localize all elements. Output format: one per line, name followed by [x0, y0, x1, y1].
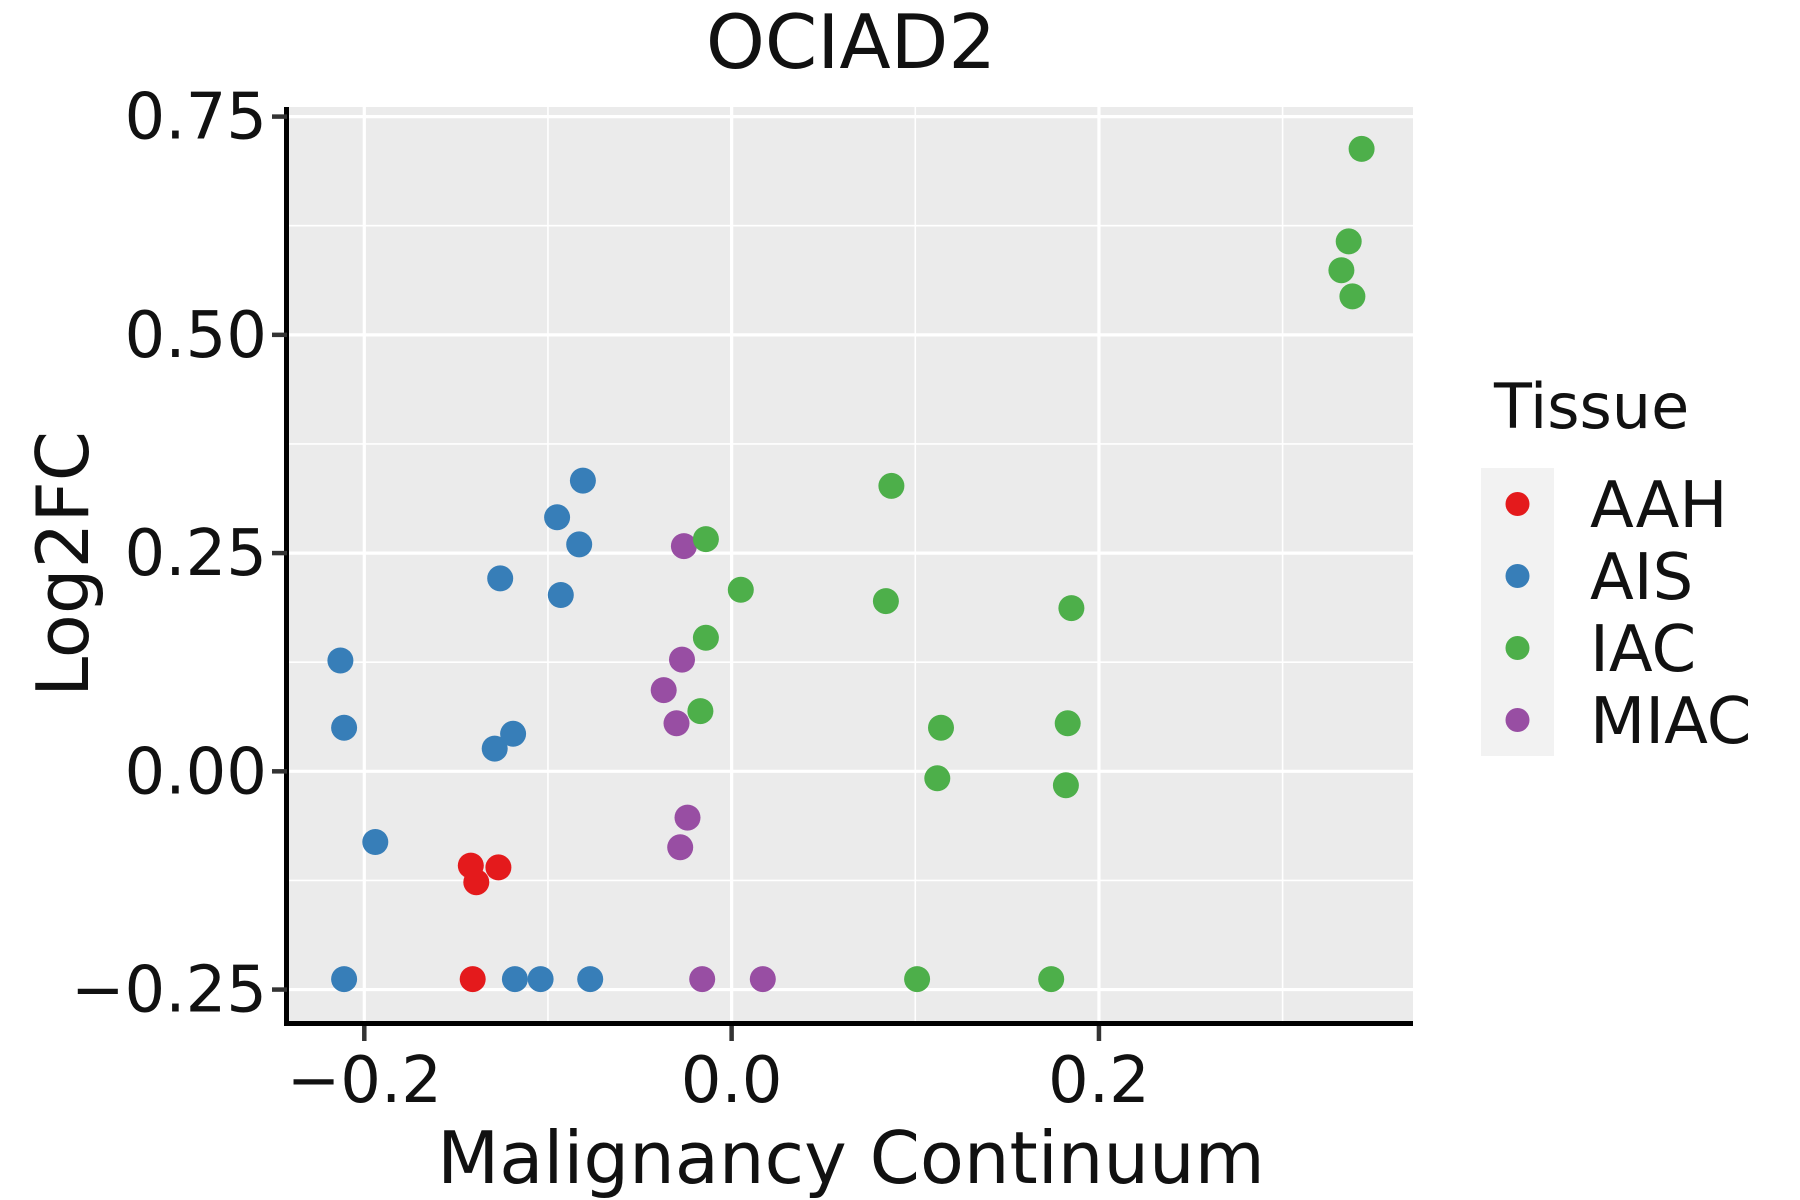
legend-dot-miac: [1505, 708, 1530, 732]
data-point-ais: [544, 504, 571, 531]
legend-dot-ais: [1505, 564, 1530, 588]
data-point-iac: [904, 966, 931, 993]
data-point-ais: [547, 582, 574, 608]
data-point-iac: [928, 714, 954, 741]
data-point-miac: [650, 677, 677, 704]
data-point-iac: [1348, 135, 1375, 162]
data-point-iac: [878, 472, 905, 499]
data-point-iac: [1335, 228, 1362, 255]
data-point-ais: [527, 966, 554, 993]
legend-label-aah: AAH: [1590, 469, 1727, 543]
data-point-iac: [924, 765, 951, 792]
legend-label-ais: AIS: [1590, 541, 1693, 615]
data-point-aah: [463, 869, 490, 896]
data-point-miac: [674, 804, 701, 831]
legend-label-iac: IAC: [1590, 613, 1696, 687]
data-point-ais: [487, 565, 514, 592]
data-point-ais: [327, 647, 354, 674]
legend-label-miac: MIAC: [1590, 685, 1751, 759]
data-point-ais: [566, 531, 593, 558]
y-tick-label: 0.25: [125, 517, 268, 591]
axis-spines: [284, 107, 1413, 1026]
y-tick-label: −0.25: [71, 954, 267, 1028]
data-point-aah: [459, 966, 486, 993]
x-tick-label: 0.2: [1048, 1044, 1150, 1118]
data-point-iac: [687, 698, 714, 725]
data-point-ais: [501, 966, 528, 993]
y-axis-title: Log2FC: [21, 431, 105, 697]
data-point-miac: [663, 710, 690, 737]
data-points: [327, 135, 1375, 993]
data-point-ais: [500, 720, 527, 747]
data-point-iac: [1339, 283, 1366, 310]
x-tick-label: −0.2: [287, 1044, 442, 1118]
data-point-iac: [1054, 710, 1081, 737]
data-point-aah: [485, 854, 512, 881]
data-point-iac: [692, 624, 719, 651]
data-point-miac: [689, 966, 716, 993]
legend-dot-iac: [1505, 636, 1530, 660]
data-point-iac: [727, 576, 754, 603]
y-tick-label: 0.00: [125, 735, 268, 809]
data-point-ais: [481, 735, 508, 762]
data-point-miac: [667, 834, 694, 861]
data-point-iac: [1038, 966, 1065, 993]
data-point-ais: [362, 829, 389, 855]
data-point-ais: [569, 467, 596, 494]
data-point-miac: [669, 646, 695, 673]
data-point-iac: [1058, 595, 1085, 622]
legend-dot-aah: [1505, 492, 1530, 516]
axis-tick-labels: −0.2 0.0 0.2 −0.25 0.00 0.25 0.50 0.75: [71, 81, 1150, 1118]
data-point-iac: [1328, 257, 1355, 284]
plot-title: OCIAD2: [706, 0, 996, 86]
y-tick-label: 0.50: [125, 299, 268, 373]
plot-panel: [289, 107, 1413, 1021]
data-point-ais: [331, 966, 358, 993]
data-point-iac: [872, 588, 899, 615]
data-point-ais: [331, 714, 358, 741]
axis-ticks: [272, 114, 1102, 1041]
data-point-miac: [670, 533, 697, 560]
x-axis-title: Malignancy Continuum: [437, 1116, 1265, 1200]
x-tick-label: 0.0: [681, 1044, 783, 1118]
legend-title: Tissue: [1493, 370, 1689, 443]
data-point-iac: [692, 526, 719, 553]
y-tick-label: 0.75: [125, 81, 268, 155]
data-point-miac: [749, 966, 776, 993]
plot-area-background: [289, 107, 1413, 1021]
data-point-iac: [1052, 772, 1079, 799]
data-point-ais: [577, 966, 604, 993]
